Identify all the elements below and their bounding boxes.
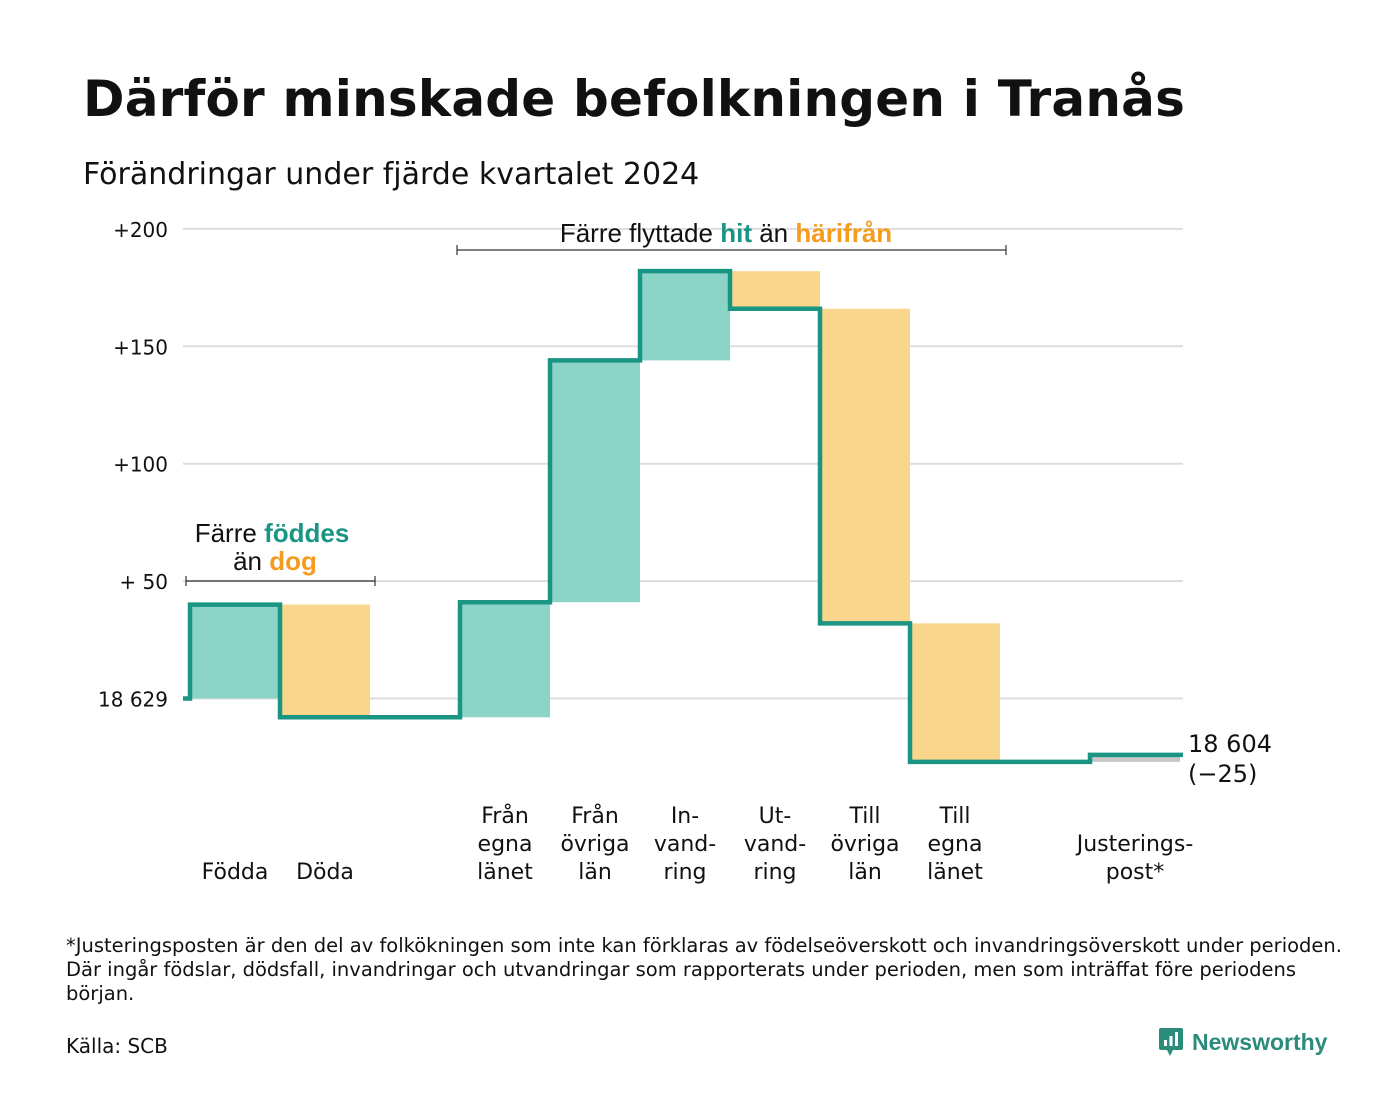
category-label: länet [927, 860, 983, 885]
bar-decrease [820, 308, 910, 624]
category-label: vand- [654, 832, 716, 857]
bar-increase [550, 360, 640, 603]
category-label: Justerings- [1075, 832, 1194, 857]
category-label: vand- [744, 832, 806, 857]
category-label: län [848, 860, 882, 885]
annotation-births: Färre föddes än dog [185, 518, 376, 586]
source-credit: Källa: SCB [66, 1034, 168, 1058]
end-value-label: 18 604 [1188, 730, 1272, 758]
category-label: egna [928, 832, 983, 857]
bar-increase [190, 604, 280, 699]
brand-logo: Newsworthy [1158, 1026, 1327, 1058]
bar-increase [460, 602, 550, 718]
category-label: ring [753, 860, 796, 885]
net-change-label: (−25) [1188, 760, 1257, 788]
category-label: Till [848, 804, 880, 829]
annotation-births-line2: än dog [233, 546, 317, 576]
running-total-line [183, 268, 1183, 765]
bar-adjustment [1090, 754, 1180, 762]
chart-subtitle: Förändringar under fjärde kvartalet 2024 [83, 157, 700, 192]
category-label: övriga [560, 832, 629, 857]
category-label: Från [571, 803, 619, 829]
bar-decrease [910, 623, 1000, 762]
bar-decrease [280, 604, 370, 718]
category-label: län [578, 860, 612, 885]
category-labels: Födda Döda Från egna länet Från övriga län In-va… [202, 803, 1194, 885]
category-label: Födda [202, 860, 269, 885]
y-tick-label: +100 [113, 453, 168, 477]
brand-name: Newsworthy [1192, 1028, 1328, 1055]
y-axis-ticks: 18 629 + 50 +100 +150 +200 [98, 218, 168, 712]
category-label: Från [481, 803, 529, 829]
y-tick-label: +150 [113, 335, 168, 359]
y-tick-label: +200 [113, 218, 168, 242]
bar-decrease [730, 271, 820, 309]
category-label: In- [671, 804, 699, 829]
chart-title: Därför minskade befolkningen i Tranås [83, 70, 1186, 128]
footnote: *Justeringsposten är den del av folkökni… [66, 934, 1342, 1006]
category-label: Till [938, 804, 970, 829]
category-label: Döda [296, 860, 354, 885]
annotation-births-line1: Färre föddes [195, 518, 350, 548]
annotation-migration: Färre flyttade hit än härifrån [456, 218, 1007, 255]
category-label: ring [663, 860, 706, 885]
bar-increase [640, 271, 730, 361]
category-label: Ut- [759, 804, 792, 829]
y-tick-label: + 50 [119, 570, 168, 594]
waterfall-chart: 18 629 + 50 +100 +150 +200 Födda Döda Från egna… [98, 218, 1272, 885]
category-label: post* [1106, 860, 1165, 885]
annotation-migration-text: Färre flyttade hit än härifrån [560, 218, 892, 248]
y-tick-label: 18 629 [98, 688, 168, 712]
category-label: länet [477, 860, 533, 885]
waterfall-bars [190, 271, 1180, 762]
newsworthy-logo-icon [1159, 1028, 1183, 1056]
category-label: övriga [830, 832, 899, 857]
category-label: egna [478, 832, 533, 857]
